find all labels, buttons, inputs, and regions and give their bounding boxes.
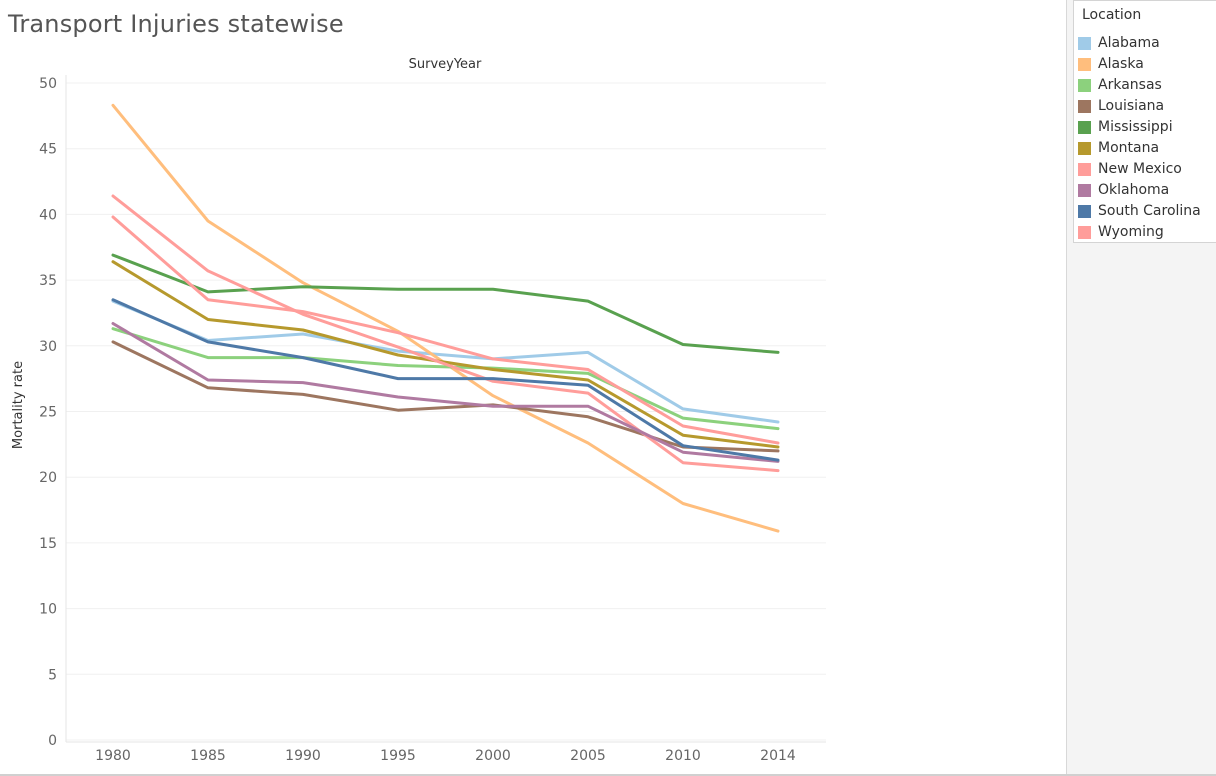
legend-item[interactable]: Louisiana — [1078, 96, 1164, 116]
right-panel: Location Alabama Alaska Arkansas Louisiana M… — [1066, 0, 1216, 776]
legend-item[interactable]: New Mexico — [1078, 159, 1182, 179]
y-tick-label: 40 — [39, 207, 57, 223]
legend-swatch — [1078, 183, 1091, 197]
y-tick-label: 50 — [39, 76, 57, 92]
legend-label: New Mexico — [1098, 161, 1182, 177]
legend-item[interactable]: Arkansas — [1078, 75, 1162, 95]
x-tick-label: 2000 — [475, 748, 511, 764]
legend-item[interactable]: Wyoming — [1078, 222, 1164, 242]
y-tick-label: 20 — [39, 470, 57, 486]
legend-swatch — [1078, 57, 1091, 71]
chart-area: 0 5 10 15 20 25 30 35 40 45 50 1980 1985 1990 1995 2000… — [11, 57, 826, 764]
series-line — [111, 327, 780, 431]
series-line — [111, 260, 780, 449]
x-tick-label: 1985 — [190, 748, 226, 764]
x-tick-label: 1990 — [285, 748, 321, 764]
x-tick-label: 2005 — [570, 748, 606, 764]
legend-label: Mississippi — [1098, 119, 1173, 135]
legend-swatch — [1078, 141, 1091, 155]
y-tick-label: 5 — [48, 667, 57, 683]
legend-title: Location — [1082, 7, 1142, 23]
legend-swatch — [1078, 99, 1091, 113]
series-line — [111, 194, 780, 473]
legend-swatch — [1078, 204, 1091, 218]
page-title: Transport Injuries statewise — [8, 10, 344, 38]
legend-label: Montana — [1098, 140, 1160, 156]
series-line — [111, 298, 780, 462]
y-tick-label: 25 — [39, 405, 57, 421]
line-chart: 0 5 10 15 20 25 30 35 40 45 50 1980 1985 1990 1995 2000… — [11, 57, 826, 764]
series-line — [111, 215, 780, 445]
y-tick-label: 45 — [39, 142, 57, 158]
bottom-divider — [0, 774, 1216, 776]
x-tick-label: 1995 — [380, 748, 416, 764]
y-axis-label: Mortality rate — [11, 361, 26, 449]
x-tick-label: 2014 — [760, 748, 796, 764]
legend-label: Alabama — [1098, 35, 1160, 51]
legend-swatch — [1078, 162, 1091, 176]
legend-label: Louisiana — [1098, 98, 1165, 114]
series-line — [111, 103, 780, 533]
x-tick-label: 1980 — [95, 748, 131, 764]
y-tick-label: 0 — [48, 733, 57, 749]
series-line — [111, 299, 780, 424]
legend-label: Arkansas — [1098, 77, 1162, 93]
y-tick-label: 15 — [39, 536, 57, 552]
x-tick-label: 2010 — [665, 748, 701, 764]
series-line — [111, 253, 780, 354]
legend-label: Wyoming — [1098, 224, 1164, 240]
series-line — [111, 340, 780, 453]
legend-item[interactable]: Alaska — [1078, 54, 1144, 74]
legend-label: South Carolina — [1098, 203, 1201, 219]
y-tick-label: 35 — [39, 273, 57, 289]
legend-item[interactable]: Alabama — [1078, 33, 1160, 53]
legend-swatch — [1078, 36, 1091, 50]
legend-item[interactable]: Montana — [1078, 138, 1159, 158]
legend-item[interactable]: South Carolina — [1078, 201, 1201, 221]
legend-label: Alaska — [1098, 56, 1144, 72]
legend-item[interactable]: Mississippi — [1078, 117, 1173, 137]
legend-item[interactable]: Oklahoma — [1078, 180, 1169, 200]
legend-swatch — [1078, 78, 1091, 92]
x-axis-label: SurveyYear — [409, 57, 482, 72]
legend: Location Alabama Alaska Arkansas Louisiana M… — [1073, 0, 1216, 243]
legend-label: Oklahoma — [1098, 182, 1170, 198]
legend-swatch — [1078, 120, 1091, 134]
y-tick-label: 30 — [39, 339, 57, 355]
series-line — [111, 322, 780, 463]
y-tick-label: 10 — [39, 602, 57, 618]
legend-swatch — [1078, 225, 1091, 239]
